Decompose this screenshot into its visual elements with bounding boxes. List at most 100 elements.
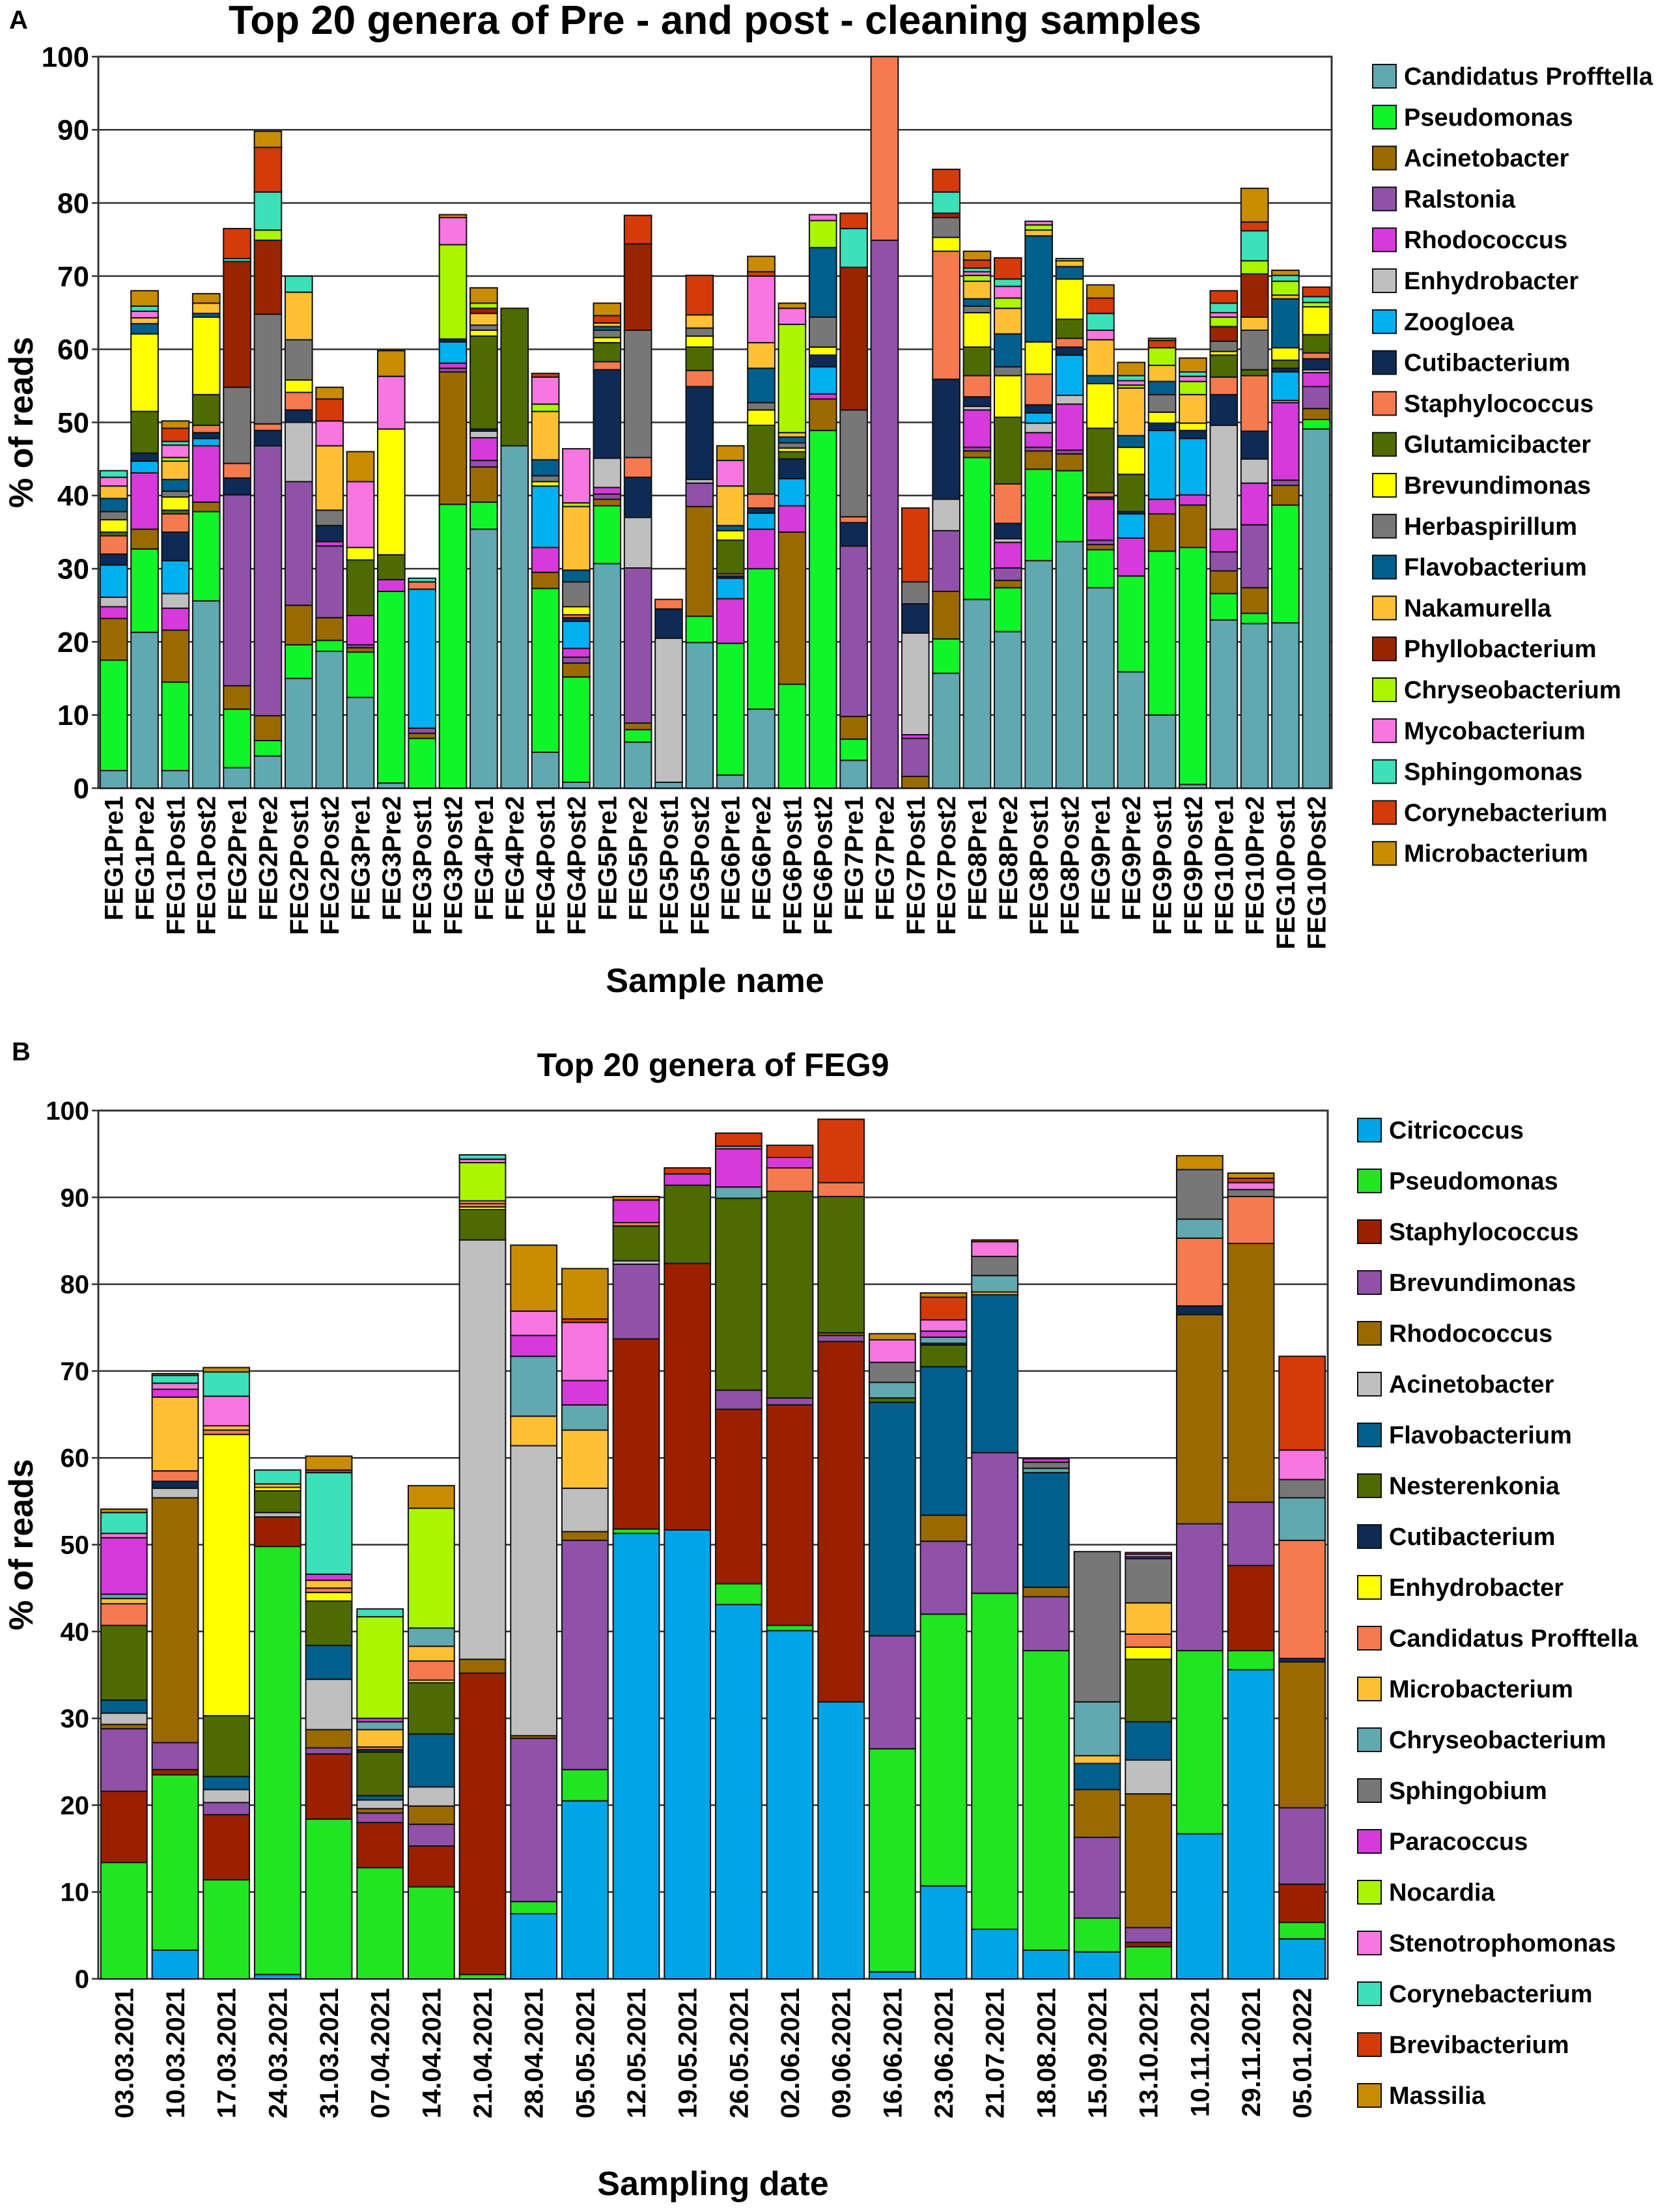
legend-item: Nakamurella [1372, 595, 1552, 622]
bar-segment-pseudomonas [151, 1774, 199, 1951]
x-tick-label: 15.09.2021 [1084, 1988, 1112, 2118]
bar-segment-massilia [305, 1455, 353, 1471]
legend-item: Rhodococcus [1357, 1320, 1552, 1348]
bar-segment-corynebacterium [993, 257, 1022, 280]
bar-segment-zoogloea [716, 577, 745, 600]
bar-segment-flavobacterium [1117, 434, 1146, 448]
bar-segment-acinetobacter [1302, 408, 1331, 421]
bar-segment-zoogloea [562, 620, 591, 649]
bar-segment-mycobacterium [130, 310, 159, 319]
bar-segment-cutibacterium [1209, 393, 1239, 426]
bar-segment-cutibacterium [993, 522, 1022, 540]
legend-swatch [1372, 64, 1397, 89]
bar-segment-brevibacterium [919, 1296, 968, 1321]
legend-label: Brevundimonas [1389, 1269, 1576, 1297]
bar-segment-flavobacterium [1271, 298, 1300, 348]
bar-segment-staphylococcus [1086, 492, 1115, 498]
bar-segment-acinetobacter [1271, 485, 1300, 506]
panel-a: A Top 20 genera of Pre - and post - clean… [3, 0, 1653, 1000]
bar-segment-citricoccus [1278, 1938, 1326, 1979]
bar-segment-microbacterium [1271, 269, 1300, 276]
x-tick-label: FEG4Pre2 [501, 796, 529, 920]
x-tick-label: FEG8Post1 [1025, 796, 1054, 935]
bar-segment-sphingomonas [1302, 296, 1331, 304]
bar-FEG5Pre2 [623, 214, 652, 789]
bar-segment-candidatus-profftella [1117, 671, 1146, 789]
legend-swatch [1372, 718, 1397, 743]
panel-label: B [12, 1038, 31, 1066]
legend-label: Enhydrobacter [1389, 1574, 1563, 1602]
bar-segment-cutibacterium [161, 531, 190, 561]
bar-segment-chryseobacterium [1073, 1701, 1121, 1757]
bar-segment-stenotrophomonas [919, 1319, 968, 1332]
bar-segment-microbacterium [315, 386, 344, 400]
bar-segment-citricoccus [612, 1533, 660, 1979]
legend-item: Phyllobacterium [1372, 636, 1597, 663]
bar-segment-glutamicibacter [777, 451, 807, 460]
bar-segment-ralstonia [315, 545, 344, 619]
bar-segment-nesterenkonia [100, 1624, 148, 1701]
bar-segment-staphylococcus [1227, 1565, 1275, 1652]
bar-FEG1Post1 [161, 420, 190, 789]
bar-segment-pseudomonas [1278, 1921, 1326, 1940]
bar-segment-brevibacterium [817, 1118, 865, 1184]
bar-segment-nakamurella [993, 307, 1022, 335]
bar-segment-paracoccus [510, 1335, 558, 1357]
bar-segment-glutamicibacter [191, 393, 221, 426]
bar-segment-massilia [203, 1367, 251, 1373]
bar-segment-chryseobacterium [1179, 380, 1207, 395]
bar-segment-rhodococcus [1147, 498, 1177, 515]
bar-segment-acinetobacter [458, 1239, 507, 1660]
bar-segment-microbacterium [1240, 188, 1269, 223]
bar-12.05.2021 [612, 1195, 660, 1979]
bar-segment-zoogloea [777, 477, 807, 507]
bar-segment-brevundimonas [766, 1397, 814, 1406]
bar-segment-staphylococcus [253, 423, 283, 431]
legend-item: Nocardia [1357, 1879, 1495, 1907]
x-tick-label: FEG6Pre1 [717, 796, 746, 920]
bar-segment-pseudomonas [346, 651, 375, 698]
bar-segment-nakamurella [962, 280, 992, 300]
bar-segment-stenotrophomonas [971, 1241, 1019, 1257]
bar-segment-staphylococcus [747, 493, 776, 509]
bar-segment-nesterenkonia [714, 1197, 763, 1391]
legend-swatch [1357, 1677, 1382, 1701]
bar-segment-staphylococcus [356, 1822, 404, 1869]
legend-swatch [1357, 1372, 1382, 1397]
legend: Candidatus Profftella Pseudomonas Acinetob… [1372, 63, 1653, 868]
bar-segment-flavobacterium [203, 1776, 251, 1791]
x-tick-label: 19.05.2021 [674, 1988, 703, 2118]
bar-segment-corynebacterium [315, 398, 344, 422]
bar-segment-paracoccus [100, 1537, 148, 1595]
bar-segment-pseudomonas [1073, 1917, 1121, 1953]
legend-swatch [1372, 677, 1397, 702]
bar-segment-enhydrobacter [305, 1591, 353, 1602]
bar-segment-candidatus-profftella [1055, 541, 1084, 789]
bar-segment-glutamicibacter [1086, 427, 1115, 494]
x-tick-label: FEG3Pre2 [378, 796, 406, 920]
bar-segment-zoogloea [1117, 513, 1146, 539]
y-tick-label: 90 [61, 1184, 90, 1212]
bar-segment-brevundimonas [130, 333, 159, 412]
bar-FEG2Pre1 [223, 227, 251, 789]
bar-segment-brevundimonas [99, 518, 128, 533]
x-tick-label: FEG4Post2 [563, 796, 591, 935]
bar-segment-brevundimonas [808, 346, 837, 356]
bar-10.03.2021 [151, 1372, 199, 1979]
bar-segment-glutamicibacter [1209, 354, 1239, 378]
bar-segment-sphingomonas [253, 191, 283, 231]
bar-segment-massilia [1227, 1172, 1275, 1179]
legend-label: Chryseobacterium [1404, 677, 1621, 704]
bar-segment-brevundimonas [1055, 278, 1084, 320]
bar-segment-mycobacterium [716, 459, 745, 487]
bar-segment-microbacterium [777, 302, 807, 309]
bar-segment-glutamicibacter [130, 410, 159, 454]
bar-segment-candidatus-profftella [100, 1603, 148, 1626]
bar-segment-candidatus-profftella [1125, 1633, 1173, 1648]
bar-segment-acinetobacter [531, 571, 560, 589]
bar-segment-candidatus-profftella [223, 767, 251, 789]
bar-segment-mycobacterium [562, 447, 591, 504]
bar-segment-paracoccus [664, 1173, 712, 1186]
x-tick-label: FEG7Pre1 [840, 796, 869, 920]
